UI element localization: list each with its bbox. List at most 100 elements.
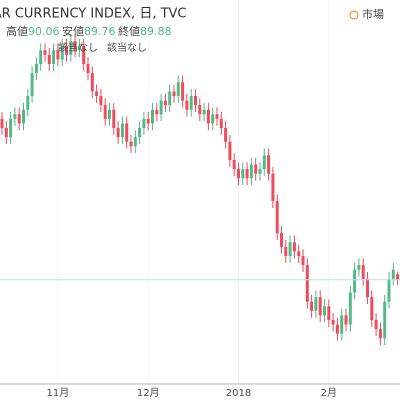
candle-body bbox=[237, 169, 240, 179]
close-label: 終値 bbox=[118, 24, 140, 38]
x-tick-label: 2018 bbox=[226, 388, 251, 399]
market-icon bbox=[349, 10, 359, 20]
candle-body bbox=[206, 109, 210, 124]
chart-title: LLAR CURRENCY INDEX, 日, TVC bbox=[0, 7, 187, 22]
candle-body bbox=[99, 96, 103, 106]
candle-body bbox=[262, 155, 266, 170]
candle-body bbox=[159, 100, 163, 115]
candle-body bbox=[383, 301, 387, 339]
candle-body bbox=[120, 123, 124, 138]
candle-body bbox=[4, 128, 8, 138]
candle-body bbox=[327, 306, 331, 320]
candle-body bbox=[224, 128, 228, 142]
candle-body bbox=[56, 50, 60, 60]
candle-body bbox=[353, 269, 357, 293]
candle-body bbox=[138, 128, 142, 138]
candle-body bbox=[9, 118, 13, 138]
candle-body bbox=[194, 96, 197, 106]
high-value: 90.06 bbox=[28, 25, 60, 38]
candle-body bbox=[155, 109, 159, 115]
candle-body bbox=[396, 274, 400, 280]
candle-body bbox=[310, 301, 314, 311]
candle-body bbox=[228, 141, 232, 160]
candle-body bbox=[47, 54, 51, 64]
candle-body bbox=[73, 41, 77, 51]
plot-area bbox=[0, 0, 400, 384]
x-tick-label: 12月 bbox=[137, 387, 160, 399]
candle-body bbox=[0, 118, 4, 128]
candle-body bbox=[181, 82, 185, 101]
candle-body bbox=[112, 109, 116, 128]
candle-body bbox=[163, 100, 167, 106]
candle-body bbox=[13, 114, 17, 119]
candle-body bbox=[357, 265, 361, 270]
candle-body bbox=[142, 118, 146, 128]
candle-body bbox=[189, 96, 193, 110]
low-value: 89.76 bbox=[84, 25, 116, 38]
candle-body bbox=[284, 246, 288, 256]
candle-body bbox=[168, 91, 172, 106]
candle-body bbox=[211, 114, 215, 124]
candle-body bbox=[39, 50, 43, 64]
candle-body bbox=[129, 141, 133, 147]
candle-body bbox=[52, 50, 56, 64]
candle-body bbox=[116, 128, 120, 138]
candle-body bbox=[219, 118, 223, 128]
candle-body bbox=[331, 320, 335, 325]
candle-body bbox=[348, 292, 352, 325]
low-label: 安値 bbox=[62, 24, 84, 38]
candle-body bbox=[185, 100, 189, 110]
candle-body bbox=[378, 329, 382, 339]
candle-body bbox=[125, 123, 129, 142]
candle-body bbox=[275, 201, 279, 234]
candle-body bbox=[30, 73, 34, 96]
candle-body bbox=[90, 73, 94, 92]
candle-body bbox=[43, 50, 47, 55]
candle-body bbox=[370, 297, 374, 320]
candle-body bbox=[69, 41, 73, 55]
candle-body bbox=[323, 306, 326, 316]
candle-body bbox=[241, 169, 245, 179]
candle-body bbox=[254, 164, 258, 174]
candle-body bbox=[82, 45, 86, 64]
candle-body bbox=[232, 160, 236, 170]
indicator-na: 該当なし bbox=[107, 41, 147, 54]
candle-body bbox=[103, 105, 107, 119]
candle-body bbox=[77, 45, 81, 51]
candle-body bbox=[34, 64, 38, 74]
candle-body bbox=[60, 45, 64, 60]
candle-body bbox=[151, 109, 154, 124]
candle-body bbox=[340, 315, 344, 334]
x-tick-label: 11月 bbox=[47, 387, 70, 399]
candle-body bbox=[387, 278, 391, 302]
candle-body bbox=[95, 91, 99, 96]
candle-body bbox=[361, 265, 365, 279]
candle-body bbox=[391, 269, 395, 279]
candle-body bbox=[271, 173, 275, 202]
candle-body bbox=[301, 256, 305, 266]
candle-body bbox=[176, 82, 180, 96]
candle-body bbox=[108, 109, 111, 119]
candle-body bbox=[202, 109, 206, 115]
candle-body bbox=[288, 242, 292, 256]
candle-body bbox=[305, 265, 309, 302]
candle-body bbox=[86, 64, 90, 74]
candle-body bbox=[17, 114, 21, 124]
candle-body bbox=[292, 242, 296, 252]
candle-body bbox=[297, 251, 301, 256]
candle-body bbox=[366, 278, 369, 298]
candle-body bbox=[146, 118, 150, 124]
x-tick-label: 2月 bbox=[321, 387, 337, 399]
high-label: 高値 bbox=[6, 24, 28, 38]
candle-body bbox=[198, 105, 202, 115]
candle-body bbox=[318, 297, 322, 316]
candle-body bbox=[344, 315, 348, 325]
candle-body bbox=[258, 169, 262, 174]
candle-body bbox=[267, 155, 271, 174]
candle-body bbox=[280, 233, 283, 247]
candle-body bbox=[172, 91, 176, 96]
candle-body bbox=[26, 96, 30, 110]
candle-body bbox=[249, 164, 253, 179]
